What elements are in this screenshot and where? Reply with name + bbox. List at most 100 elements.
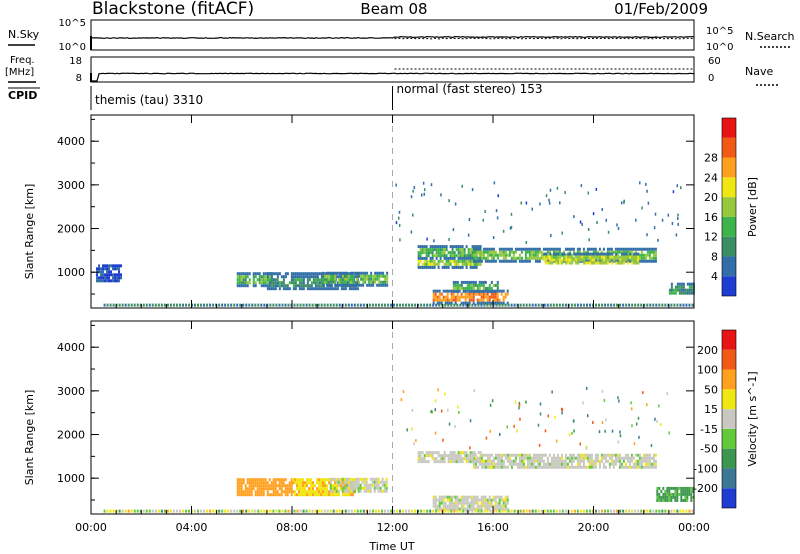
heatmap-cell (484, 504, 487, 508)
heatmap-cell (662, 495, 665, 499)
heatmap-cell (250, 478, 253, 482)
heatmap-cell (373, 486, 376, 490)
heatmap-cell (276, 284, 279, 288)
heatmap-cell (468, 303, 471, 307)
heatmap-cell (561, 252, 564, 256)
heatmap-cell (478, 259, 481, 263)
heatmap-cell (601, 258, 604, 262)
heatmap-cell (468, 286, 471, 290)
heatmap-cell (543, 303, 546, 307)
heatmap-cell (569, 252, 572, 256)
heatmap-cell (425, 251, 428, 255)
heatmap-cell (601, 509, 604, 513)
heatmap-cell (492, 504, 495, 508)
heatmap-cell (489, 509, 492, 513)
heatmap-cell (628, 250, 631, 254)
heatmap-cell (337, 489, 340, 493)
heatmap-cell (688, 509, 691, 513)
heatmap-cell (377, 489, 380, 493)
heatmap-cell (296, 478, 298, 482)
heatmap-cell (250, 487, 253, 491)
heatmap-cell (538, 456, 541, 460)
heatmap-cell (417, 460, 420, 464)
heatmap-cell (577, 255, 580, 259)
y-tick-label: 2000 (57, 223, 85, 236)
heatmap-cell (564, 247, 567, 251)
heatmap-cell (236, 484, 239, 488)
heatmap-cell (163, 303, 166, 307)
heatmap-cell (427, 259, 430, 263)
heatmap-cell (116, 279, 119, 283)
heatmap-cell (532, 465, 535, 469)
heatmap-cell (596, 459, 599, 463)
heatmap-cell (344, 484, 346, 488)
heatmap-cell (112, 509, 115, 513)
heatmap-cell (238, 275, 241, 279)
heatmap-cell (246, 275, 249, 279)
heatmap-cell (473, 265, 476, 269)
heatmap-cell (432, 295, 435, 299)
heatmap-cell (334, 280, 337, 284)
heatmap-cell (545, 252, 548, 256)
heatmap-cell (553, 252, 556, 256)
heatmap-cell (594, 259, 597, 263)
heatmap-cell (274, 278, 277, 282)
y-axis-label: Slant Range [km] (23, 184, 36, 280)
heatmap-cell (302, 287, 305, 291)
heatmap-cell (496, 504, 499, 508)
heatmap-cell (318, 287, 321, 291)
heatmap-cell (494, 250, 497, 254)
heatmap-cell (300, 493, 302, 497)
heatmap-cell (278, 509, 281, 513)
heatmap-cell (306, 484, 308, 488)
heatmap-cell (268, 493, 271, 497)
heatmap-cell (413, 185, 416, 189)
heatmap-cell (405, 303, 408, 307)
heatmap-cell (264, 487, 267, 491)
heatmap-cell (472, 256, 475, 260)
heatmap-cell (369, 483, 372, 487)
heatmap-cell (677, 222, 679, 226)
heatmap-cell (284, 484, 287, 488)
heatmap-cell (675, 233, 678, 237)
heatmap-cell (443, 460, 446, 464)
heatmap-cell (248, 487, 251, 491)
heatmap-cell (458, 298, 461, 302)
heatmap-cell (688, 291, 691, 295)
heatmap-cell (238, 284, 241, 288)
heatmap-cell (486, 465, 489, 469)
heatmap-cell (272, 509, 275, 513)
heatmap-cell (467, 248, 470, 252)
heatmap-cell (373, 489, 376, 493)
heatmap-cell (596, 453, 599, 457)
heatmap-cell (451, 251, 454, 255)
heatmap-cell (460, 504, 463, 508)
heatmap-cell (467, 256, 470, 260)
heatmap-cell (631, 261, 634, 265)
heatmap-cell (100, 276, 103, 280)
heatmap-cell (465, 262, 468, 266)
heatmap-cell (363, 480, 366, 484)
heatmap-cell (480, 250, 483, 254)
heatmap-cell (364, 271, 367, 275)
heatmap-cell (365, 480, 368, 484)
heatmap-cell (365, 483, 368, 487)
heatmap-cell (250, 490, 253, 494)
heatmap-cell (278, 481, 281, 485)
heatmap-cell (312, 484, 314, 488)
heatmap-cell (640, 250, 643, 254)
colorbar-swatch (722, 157, 736, 178)
heatmap-cell (236, 284, 239, 288)
heatmap-cell (240, 272, 243, 276)
heatmap-cell (338, 275, 341, 279)
heatmap-cell (453, 509, 456, 513)
heatmap-cell (500, 292, 503, 296)
heatmap-cell (163, 509, 166, 513)
heatmap-cell (310, 272, 313, 276)
heatmap-cell (502, 465, 505, 469)
heatmap-cell (248, 493, 251, 497)
heatmap-cell (506, 253, 509, 257)
heatmap-cell (477, 303, 480, 307)
colorbar-swatch (722, 216, 736, 237)
heatmap-cell (510, 459, 513, 463)
